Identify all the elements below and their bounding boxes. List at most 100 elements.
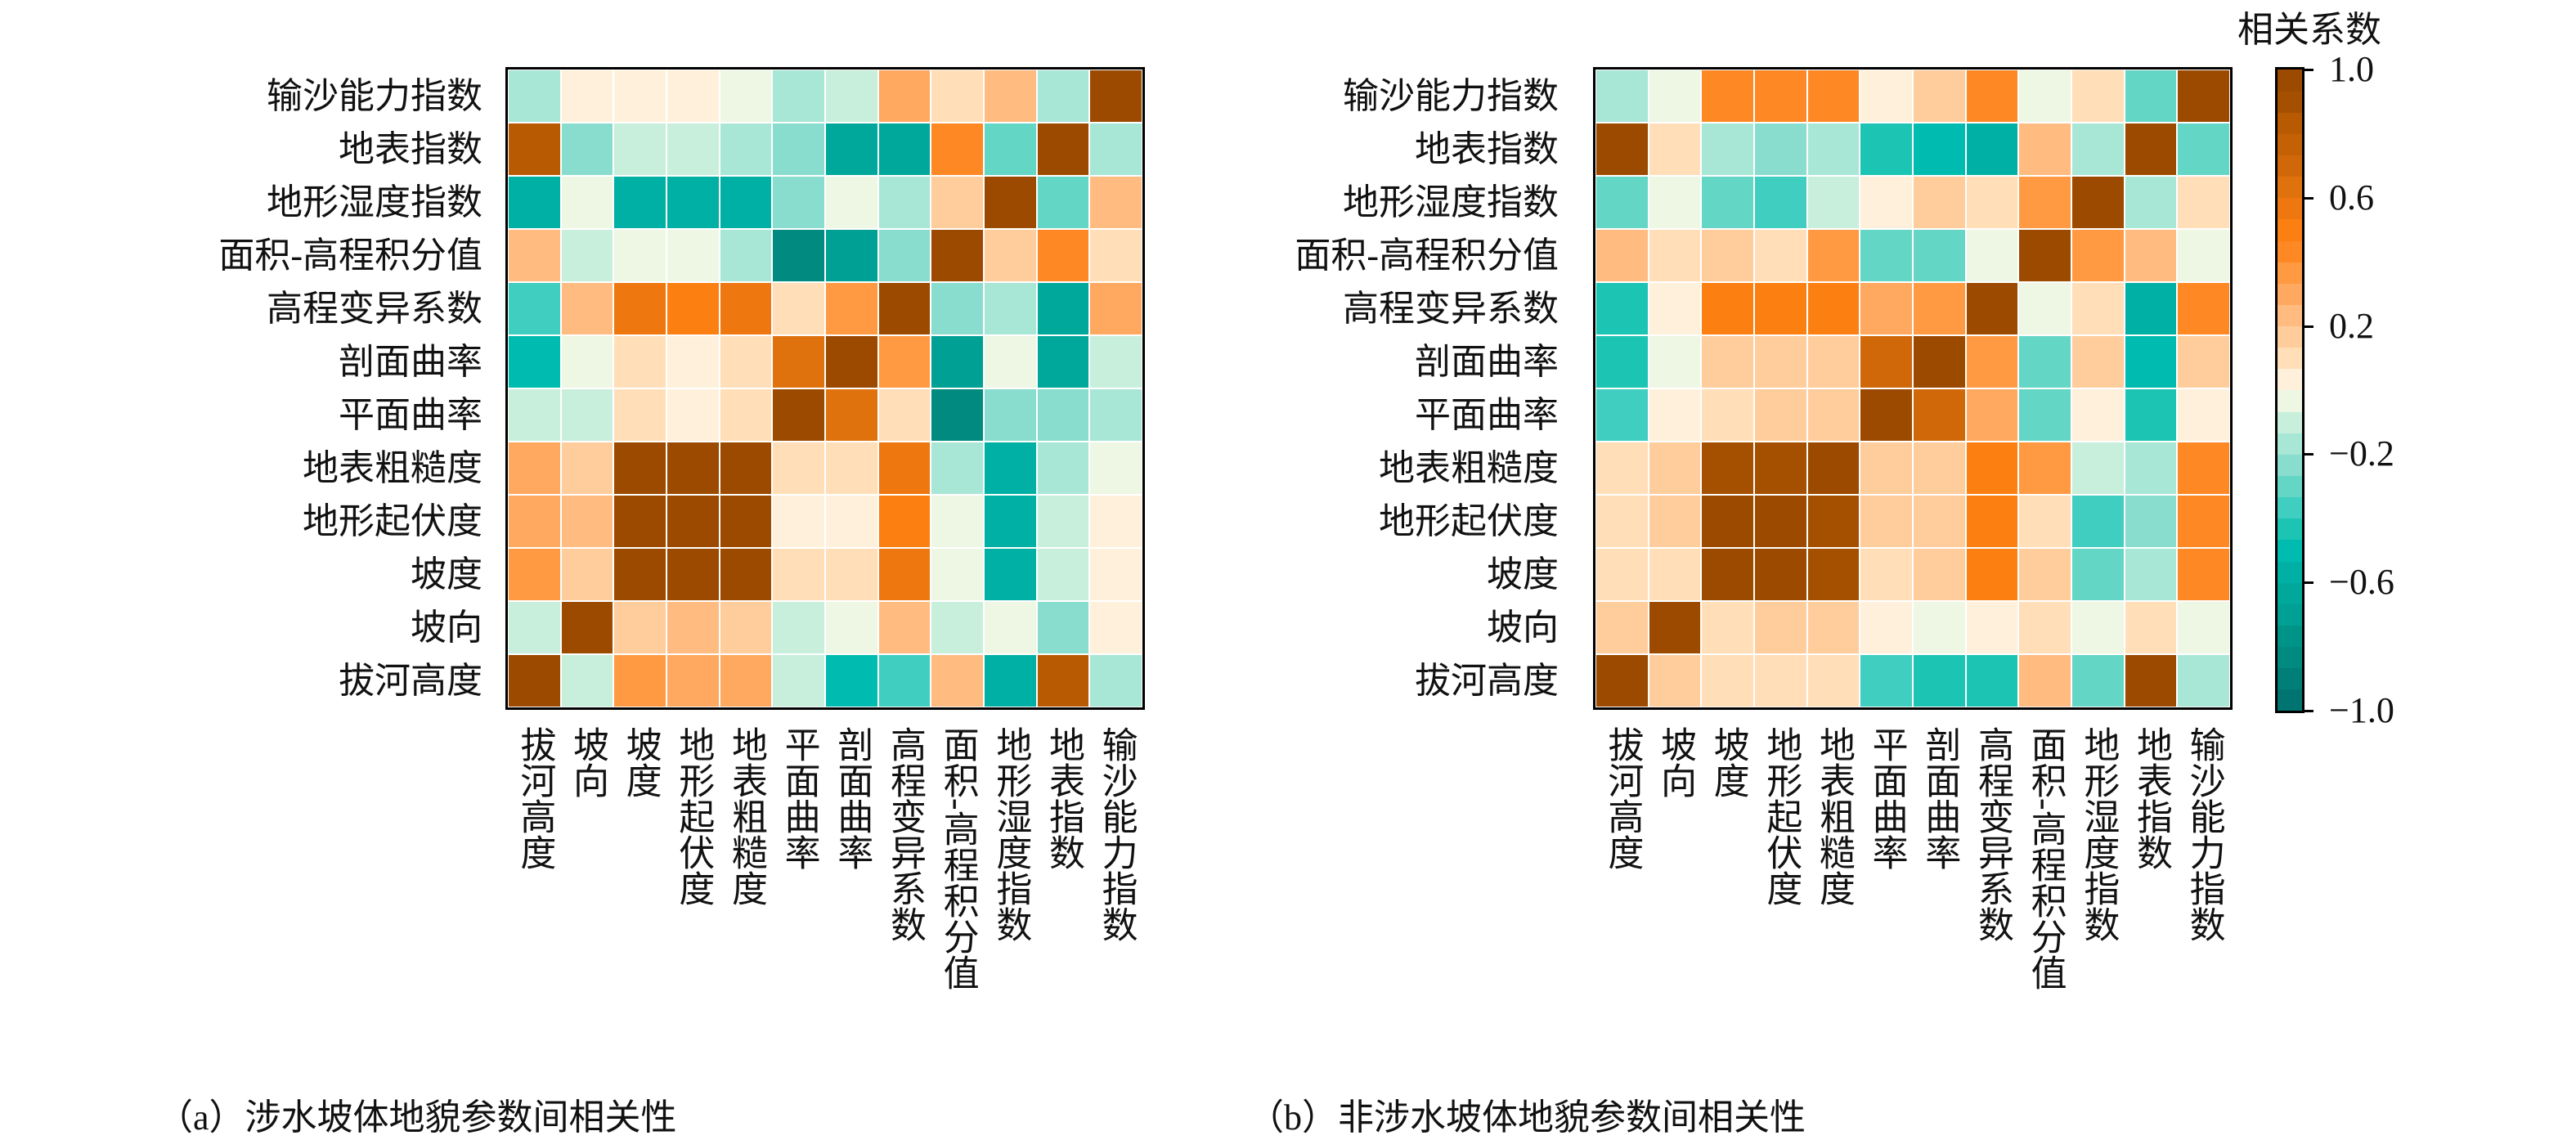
heatmap-cell: [825, 548, 878, 601]
heatmap-cell: [984, 70, 1037, 123]
heatmap-cell: [719, 388, 773, 442]
heatmap-cell: [1595, 335, 1649, 388]
heatmap-cell: [2177, 282, 2230, 335]
heatmap-cell: [508, 601, 561, 654]
heatmap-cell: [2177, 601, 2230, 654]
heatmap-cell: [1806, 442, 1860, 495]
colorbar-tick-label: −0.6: [2329, 562, 2394, 603]
heatmap-cell: [2018, 442, 2071, 495]
heatmap-cell: [613, 654, 666, 707]
heatmap-cell: [719, 282, 773, 335]
heatmap-cell: [2124, 548, 2178, 601]
heatmap-cell: [772, 388, 825, 442]
heatmap-cell: [2071, 229, 2125, 282]
heatmap-cell: [1089, 495, 1142, 548]
heatmap-cell: [2177, 176, 2230, 229]
heatmap-cell: [666, 70, 720, 123]
heatmap-cell: [825, 282, 878, 335]
heatmap-cell: [2071, 70, 2125, 123]
column-label: 拔河高度: [1602, 726, 1643, 870]
heatmap-cell: [508, 548, 561, 601]
column-label: 地形湿度指数: [990, 726, 1031, 942]
heatmap-cell: [1913, 282, 1966, 335]
colorbar-segment: [2278, 689, 2302, 711]
heatmap-cell: [2018, 601, 2071, 654]
colorbar-segment: [2278, 133, 2302, 156]
colorbar-segment: [2278, 582, 2302, 604]
heatmap-cell: [1701, 495, 1754, 548]
heatmap-cell: [1913, 388, 1966, 442]
heatmap-cell: [1089, 282, 1142, 335]
heatmap-cell: [877, 601, 931, 654]
colorbar-segment: [2278, 283, 2302, 305]
heatmap-cell: [825, 654, 878, 707]
row-label: 拔河高度: [339, 660, 482, 701]
heatmap-cell: [613, 282, 666, 335]
heatmap-cell: [1913, 229, 1966, 282]
heatmap-cell: [1965, 335, 2019, 388]
heatmap-cell: [1754, 548, 1807, 601]
column-label: 坡向: [568, 726, 608, 798]
heatmap-cell: [508, 654, 561, 707]
heatmap-cell: [2018, 229, 2071, 282]
heatmap-b: [1593, 67, 2233, 710]
heatmap-cell: [984, 282, 1037, 335]
colorbar-tick-label: −0.2: [2329, 433, 2394, 474]
heatmap-cell: [508, 176, 561, 229]
heatmap-cell: [2124, 176, 2178, 229]
heatmap-cell: [1648, 442, 1702, 495]
heatmap-cell: [1754, 601, 1807, 654]
heatmap-cell: [1860, 601, 1913, 654]
heatmap-cell: [2018, 388, 2071, 442]
heatmap-cell: [825, 495, 878, 548]
heatmap-cell: [1806, 654, 1860, 707]
heatmap-cell: [666, 335, 720, 388]
heatmap-cell: [1089, 176, 1142, 229]
heatmap-cell: [1860, 282, 1913, 335]
heatmap-cell: [613, 495, 666, 548]
column-label: 地表指数: [1043, 726, 1084, 870]
heatmap-cell: [2018, 495, 2071, 548]
heatmap-cell: [1595, 388, 1649, 442]
heatmap-cell: [877, 442, 931, 495]
heatmap-cell: [825, 601, 878, 654]
row-label: 地形湿度指数: [267, 182, 482, 222]
column-label: 地形湿度指数: [2078, 726, 2119, 942]
heatmap-cell: [825, 388, 878, 442]
colorbar-tick: [2302, 581, 2313, 585]
heatmap-cell: [1806, 335, 1860, 388]
heatmap-cell: [1701, 601, 1754, 654]
heatmap-cell: [1648, 229, 1702, 282]
colorbar-segment: [2278, 197, 2302, 220]
heatmap-cell: [2018, 176, 2071, 229]
heatmap-cell: [2018, 70, 2071, 123]
heatmap-cell: [2124, 495, 2178, 548]
heatmap-cell: [2177, 442, 2230, 495]
heatmap-cell: [1965, 70, 2019, 123]
heatmap-cell: [772, 442, 825, 495]
colorbar: [2275, 67, 2304, 713]
panel-b: 输沙能力指数 地表指数 地形湿度指数 面积-高程积分值 高程变异系数 剖面曲率 平面曲率 地表…: [1248, 67, 2233, 1138]
heatmap-cell: [560, 654, 614, 707]
heatmap-cell: [2018, 654, 2071, 707]
heatmap-cell: [1965, 176, 2019, 229]
heatmap-cell: [1036, 176, 1090, 229]
column-label: 面积-高程积分值: [937, 726, 978, 990]
heatmap-cell: [772, 654, 825, 707]
heatmap-cell: [666, 495, 720, 548]
colorbar-tick: [2302, 69, 2313, 71]
heatmap-cell: [1806, 123, 1860, 176]
caption-a: （a）涉水坡体地貌参数间相关性: [157, 1097, 677, 1138]
heatmap-cell: [719, 442, 773, 495]
colorbar-segment: [2278, 454, 2302, 477]
row-label: 地形湿度指数: [1343, 182, 1559, 222]
row-label: 平面曲率: [1415, 394, 1559, 435]
heatmap-cell: [1754, 70, 1807, 123]
heatmap-cell: [877, 335, 931, 388]
heatmap-cell: [877, 229, 931, 282]
heatmap-cell: [508, 442, 561, 495]
heatmap-cell: [508, 282, 561, 335]
row-label: 地形起伏度: [303, 500, 482, 541]
heatmap-cell: [1701, 548, 1754, 601]
heatmap-cell: [1806, 176, 1860, 229]
